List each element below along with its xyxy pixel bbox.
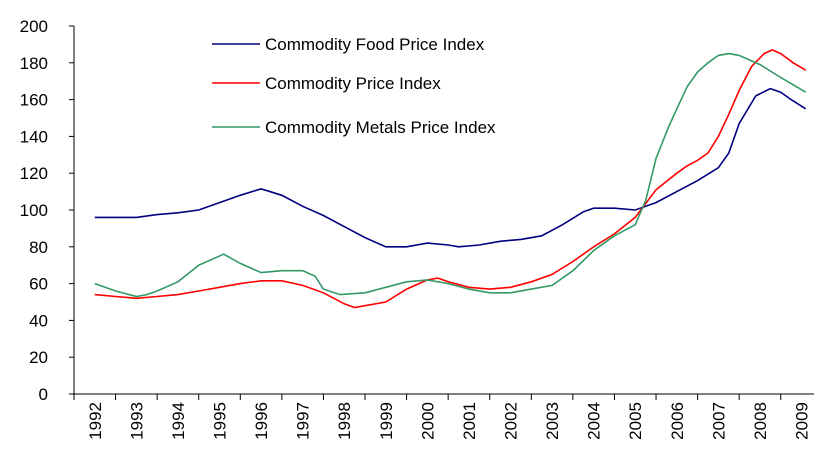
legend-label: Commodity Price Index xyxy=(265,74,441,93)
x-tick-label: 1996 xyxy=(252,402,271,440)
x-tick-label: 2009 xyxy=(793,402,812,440)
y-tick-label: 20 xyxy=(29,348,48,367)
x-tick-label: 2004 xyxy=(585,402,604,440)
y-tick-label: 40 xyxy=(29,311,48,330)
x-tick-label: 1995 xyxy=(211,402,230,440)
x-tick-label: 2000 xyxy=(418,402,437,440)
x-tick-label: 2002 xyxy=(502,402,521,440)
x-tick-label: 1994 xyxy=(169,402,188,440)
x-tick-label: 2003 xyxy=(543,402,562,440)
legend-label: Commodity Food Price Index xyxy=(265,35,485,54)
y-tick-label: 180 xyxy=(20,54,48,73)
y-tick-label: 140 xyxy=(20,127,48,146)
x-tick-label: 1993 xyxy=(127,402,146,440)
y-tick-label: 100 xyxy=(20,201,48,220)
x-tick-label: 2005 xyxy=(626,402,645,440)
y-tick-label: 60 xyxy=(29,275,48,294)
y-tick-label: 80 xyxy=(29,238,48,257)
y-tick-label: 120 xyxy=(20,164,48,183)
x-tick-label: 1997 xyxy=(294,402,313,440)
x-tick-label: 2008 xyxy=(751,402,770,440)
series-line xyxy=(94,49,807,309)
x-tick-label: 1999 xyxy=(377,402,396,440)
y-tick-label: 0 xyxy=(39,385,48,404)
legend-label: Commodity Metals Price Index xyxy=(265,118,496,137)
y-tick-label: 200 xyxy=(20,17,48,36)
x-tick-label: 1992 xyxy=(86,402,105,440)
x-tick-label: 2006 xyxy=(668,402,687,440)
x-tick-label: 1998 xyxy=(335,402,354,440)
series-line xyxy=(94,87,807,248)
x-tick-label: 2001 xyxy=(460,402,479,440)
series-line xyxy=(94,52,807,298)
x-tick-label: 2007 xyxy=(709,402,728,440)
y-tick-label: 160 xyxy=(20,91,48,110)
